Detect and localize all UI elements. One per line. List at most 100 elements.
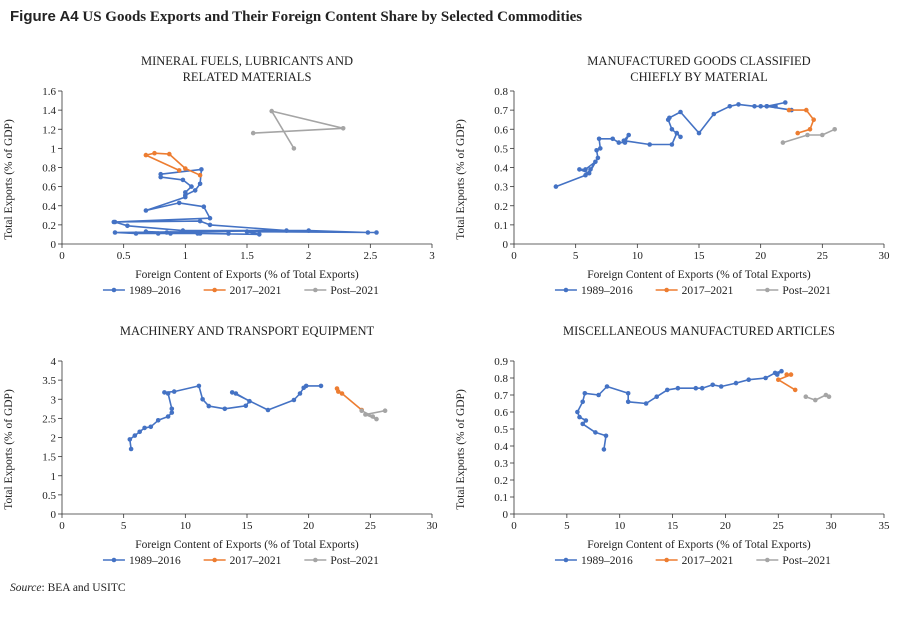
legend-item: Post–2021 <box>756 555 831 567</box>
y-tick-label: 0.3 <box>494 182 508 194</box>
data-point <box>593 430 598 435</box>
legend-label: Post–2021 <box>782 285 831 297</box>
series-line <box>113 168 378 236</box>
data-point <box>669 127 675 132</box>
legend-swatch-marker <box>664 287 669 293</box>
data-point <box>553 184 559 189</box>
data-point <box>152 150 157 156</box>
legend-swatch-marker <box>563 557 569 563</box>
data-point <box>718 384 724 389</box>
y-tick-label: 0 <box>51 239 57 251</box>
x-axis-label: Foreign Content of Exports (% of Total E… <box>135 539 359 551</box>
legend-label: 1989–2016 <box>581 285 633 297</box>
data-point <box>143 152 149 158</box>
data-point <box>340 126 346 131</box>
data-point <box>365 230 371 235</box>
chart-title-line: MISCELLANEOUS MANUFACTURED ARTICLES <box>563 324 835 338</box>
data-point <box>804 107 809 113</box>
y-tick-label: 0.6 <box>494 124 508 136</box>
chart-svg-manufactured-goods: MANUFACTURED GOODS CLASSIFIED CHIEFLY BY … <box>455 54 891 297</box>
x-tick-label: 10 <box>614 520 626 532</box>
data-point <box>832 127 837 132</box>
legend-item: 1989–2016 <box>102 285 181 297</box>
x-tick-label: 20 <box>303 520 315 532</box>
data-point <box>803 394 809 399</box>
x-tick-label: 30 <box>879 250 891 262</box>
source-label: Source <box>10 582 42 594</box>
legend-item: 1989–2016 <box>554 555 633 567</box>
legend-swatch-marker <box>212 287 217 293</box>
data-point <box>155 231 161 236</box>
series-0 <box>553 100 794 189</box>
data-point <box>699 385 705 391</box>
legend-swatch-marker <box>313 287 318 293</box>
data-point <box>192 188 198 193</box>
series-2 <box>780 127 837 145</box>
data-point <box>577 167 582 172</box>
series-1 <box>143 150 203 178</box>
series-line <box>129 385 321 450</box>
data-point <box>773 104 778 109</box>
data-point <box>339 391 345 396</box>
y-tick-label: 0.2 <box>494 475 508 487</box>
legend-swatch-marker <box>765 557 770 563</box>
data-point <box>142 425 147 431</box>
data-point <box>813 397 818 403</box>
data-point <box>363 412 368 417</box>
legend-label: 1989–2016 <box>581 555 633 567</box>
data-point <box>774 372 780 377</box>
figure-title-text: US Goods Exports and Their Foreign Conte… <box>82 9 583 25</box>
x-tick-label: 1.5 <box>240 250 254 262</box>
legend-swatch-marker <box>313 557 318 563</box>
data-point <box>257 232 262 237</box>
series-2 <box>250 108 346 151</box>
series-2 <box>803 392 832 403</box>
data-point <box>207 222 213 228</box>
y-tick-label: 0.6 <box>494 407 508 419</box>
legend-item: 2017–2021 <box>655 555 734 567</box>
data-point <box>201 204 207 209</box>
data-point <box>318 383 324 389</box>
data-point <box>183 166 188 171</box>
x-tick-label: 10 <box>632 250 644 262</box>
y-tick-label: 1 <box>51 471 57 483</box>
figure-title: Figure A4 US Goods Exports and Their For… <box>10 8 582 26</box>
y-tick-label: 1.5 <box>42 452 56 464</box>
data-point <box>164 230 170 235</box>
y-tick-label: 1.2 <box>42 124 56 136</box>
data-point <box>764 104 770 109</box>
data-point <box>200 397 205 402</box>
x-tick-label: 30 <box>826 520 838 532</box>
data-point <box>575 409 580 415</box>
chart-title-line: MINERAL FUELS, LUBRICANTS AND <box>141 54 353 68</box>
x-tick-label: 15 <box>242 520 254 532</box>
x-tick-label: 2 <box>306 250 312 262</box>
y-tick-label: 0.7 <box>494 390 508 402</box>
data-point <box>643 401 649 406</box>
data-point <box>752 104 757 109</box>
x-tick-label: 5 <box>573 250 579 262</box>
data-point <box>128 446 134 452</box>
data-point <box>678 134 683 140</box>
legend: 1989–2016 2017–2021 Post–2021 <box>102 555 379 567</box>
data-point <box>250 130 256 136</box>
data-point <box>158 171 163 177</box>
data-point <box>291 146 297 151</box>
legend-item: 1989–2016 <box>102 555 181 567</box>
x-tick-label: 15 <box>694 250 706 262</box>
x-tick-label: 25 <box>773 520 785 532</box>
y-tick-label: 0.4 <box>494 441 508 453</box>
data-point <box>133 231 139 236</box>
data-point <box>776 377 781 382</box>
data-point <box>207 215 213 221</box>
x-tick-label: 15 <box>667 520 679 532</box>
y-tick-label: 0.4 <box>42 201 56 213</box>
data-point <box>710 382 715 388</box>
y-tick-label: 0 <box>503 239 509 251</box>
y-axis-label: Total Exports (% of GDP) <box>455 119 467 240</box>
data-point <box>582 391 588 396</box>
series-line <box>253 110 344 149</box>
data-point <box>229 390 235 395</box>
y-tick-label: 3.5 <box>42 375 56 387</box>
x-tick-label: 10 <box>180 520 192 532</box>
